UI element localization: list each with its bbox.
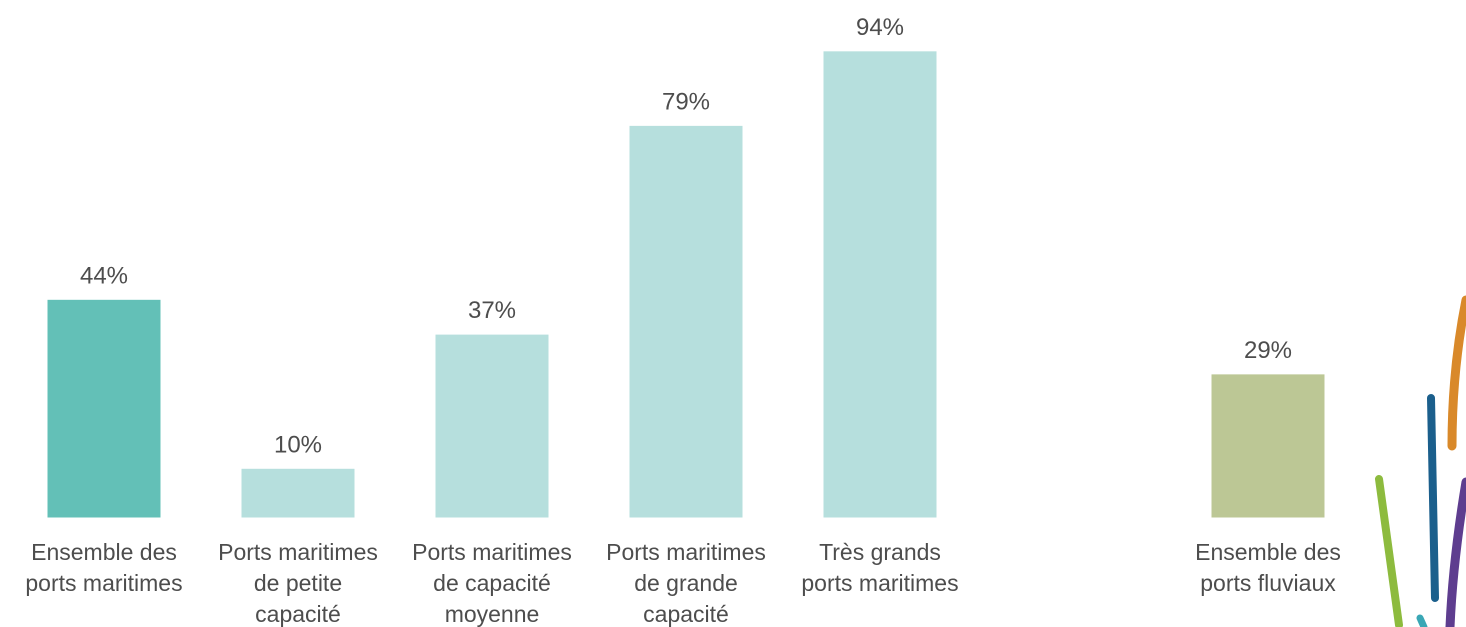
bar-1 [46, 298, 162, 519]
data-label-6: 29% [1244, 337, 1292, 364]
category-label-5-line-1: Très grands [819, 539, 941, 565]
category-label-2-line-1: Ports maritimes [218, 539, 378, 565]
category-label-4-line-1: Ports maritimes [606, 539, 766, 565]
data-label-1: 44% [80, 262, 128, 289]
orange-stroke [1447, 295, 1466, 451]
category-label-3-line-3: moyenne [445, 601, 540, 627]
bar-3 [434, 333, 550, 519]
data-label-2: 10% [274, 431, 322, 458]
bar-4 [628, 124, 744, 519]
green-stroke [1375, 475, 1403, 627]
data-label-3: 37% [468, 297, 516, 324]
category-label-4-line-3: capacité [643, 601, 729, 627]
bar-2 [240, 467, 356, 519]
category-label-4: Ports maritimes de grande capacité [606, 539, 766, 627]
category-label-6-line-1: Ensemble des [1195, 539, 1341, 565]
value-labels-group: 44% 10% 37% 79% 94% 29% [80, 14, 1292, 458]
category-label-1: Ensemble des ports maritimes [25, 539, 182, 596]
bar-6 [1210, 373, 1326, 519]
category-label-5-line-2: ports maritimes [801, 570, 958, 596]
category-label-3-line-1: Ports maritimes [412, 539, 572, 565]
category-label-6: Ensemble des ports fluviaux [1195, 539, 1341, 596]
category-label-1-line-1: Ensemble des [31, 539, 177, 565]
teal-stroke [1416, 614, 1428, 627]
category-label-3-line-2: de capacité [433, 570, 551, 596]
category-label-5: Très grands ports maritimes [801, 539, 958, 596]
category-label-3: Ports maritimes de capacité moyenne [412, 539, 572, 627]
category-label-6-line-2: ports fluviaux [1200, 570, 1336, 596]
purple-stroke [1445, 477, 1466, 627]
category-labels-group: Ensemble des ports maritimes Ports maritim… [25, 539, 1340, 627]
category-label-2: Ports maritimes de petite capacité [218, 539, 378, 627]
data-label-5: 94% [856, 14, 904, 41]
category-label-4-line-2: de grande [634, 570, 738, 596]
bar-5 [822, 50, 938, 519]
blue-stroke [1427, 394, 1439, 602]
category-label-2-line-2: de petite [254, 570, 342, 596]
bars-group [46, 50, 1326, 519]
data-label-4: 79% [662, 88, 710, 115]
decorative-strokes-logo [1375, 295, 1466, 627]
category-label-1-line-2: ports maritimes [25, 570, 182, 596]
category-label-2-line-3: capacité [255, 601, 341, 627]
